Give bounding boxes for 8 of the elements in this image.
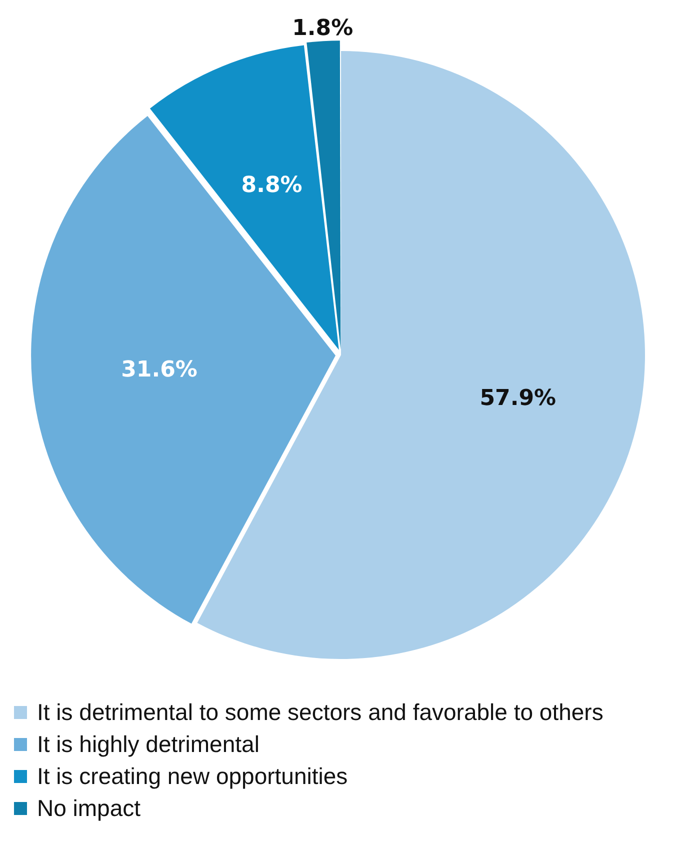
legend-label: It is highly detrimental bbox=[37, 730, 260, 758]
legend-label: It is detrimental to some sectors and favorable to others bbox=[37, 698, 604, 726]
data-label: 31.6% bbox=[121, 357, 198, 382]
data-label: 8.8% bbox=[241, 172, 302, 198]
legend-label: It is creating new opportunities bbox=[37, 762, 348, 790]
legend-label: No impact bbox=[37, 794, 141, 822]
data-label: 57.9% bbox=[480, 386, 556, 412]
data-label: 1.8% bbox=[292, 16, 354, 42]
